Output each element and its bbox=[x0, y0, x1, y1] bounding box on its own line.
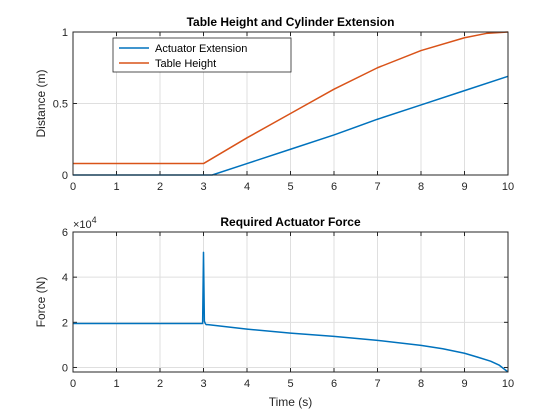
y-axis-label: Distance (m) bbox=[34, 69, 48, 137]
x-tick-label: 6 bbox=[331, 181, 337, 193]
x-tick-label: 3 bbox=[200, 378, 206, 390]
x-tick-label: 9 bbox=[461, 378, 467, 390]
y-tick-label: 6 bbox=[62, 227, 68, 239]
x-tick-label: 10 bbox=[502, 181, 514, 193]
y-tick-label: 0 bbox=[62, 362, 68, 374]
x-tick-label: 0 bbox=[70, 378, 76, 390]
x-tick-label: 6 bbox=[331, 378, 337, 390]
x-tick-label: 5 bbox=[287, 378, 293, 390]
x-tick-label: 7 bbox=[374, 378, 380, 390]
y-tick-label: 2 bbox=[62, 317, 68, 329]
x-tick-label: 1 bbox=[113, 181, 119, 193]
x-tick-label: 9 bbox=[461, 181, 467, 193]
x-tick-label: 4 bbox=[244, 378, 250, 390]
x-tick-label: 8 bbox=[418, 181, 424, 193]
x-tick-label: 3 bbox=[200, 181, 206, 193]
y-exponent-base: ×10 bbox=[73, 219, 92, 231]
legend: Actuator Extension Table Height bbox=[112, 37, 292, 73]
y-tick-label: 0 bbox=[62, 170, 68, 182]
legend-box bbox=[112, 37, 292, 73]
axes-box bbox=[72, 31, 509, 176]
chart-title: Required Actuator Force bbox=[220, 215, 361, 229]
x-tick-label: 1 bbox=[113, 378, 119, 390]
x-axis-label: Time (s) bbox=[269, 395, 313, 409]
axes-box bbox=[72, 231, 509, 373]
x-tick-label: 2 bbox=[157, 181, 163, 193]
y-exponent-power: 4 bbox=[92, 215, 97, 225]
legend-entry: Actuator Extension bbox=[155, 43, 247, 55]
x-tick-label: 10 bbox=[502, 378, 514, 390]
x-tick-label: 5 bbox=[287, 181, 293, 193]
x-tick-label: 4 bbox=[244, 181, 250, 193]
series-line-table-height bbox=[73, 31, 509, 165]
chart-bottom: 0 1 2 3 4 5 6 7 8 9 10 0 2 4 6 Required Actuator Force F… bbox=[34, 215, 514, 409]
y-axis-label: Force (N) bbox=[34, 277, 48, 328]
x-tick-label: 8 bbox=[418, 378, 424, 390]
x-tick-label: 0 bbox=[70, 181, 76, 193]
series-line-force bbox=[73, 251, 509, 373]
chart-title: Table Height and Cylinder Extension bbox=[187, 15, 395, 29]
y-tick-label: 0.5 bbox=[53, 99, 68, 111]
y-tick-label: 1 bbox=[62, 27, 68, 39]
y-exponent-label: ×104 bbox=[73, 215, 97, 231]
x-tick-label: 2 bbox=[157, 378, 163, 390]
x-tick-label: 7 bbox=[374, 181, 380, 193]
chart-top: 0 1 2 3 4 5 6 7 8 9 10 0 0.5 1 Table Height and Cylind… bbox=[34, 15, 514, 193]
legend-entry: Table Height bbox=[155, 58, 216, 70]
y-tick-label: 4 bbox=[62, 272, 68, 284]
